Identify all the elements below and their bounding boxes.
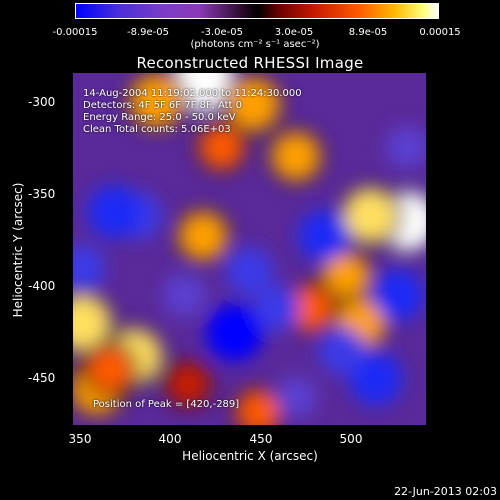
plot-area: 14-Aug-2004 11:19:02.000 to 11:24:30.000…	[73, 73, 426, 425]
heatmap-source-positive	[180, 213, 226, 259]
colorbar-tick: -0.00015	[52, 27, 98, 38]
y-tick-label: -450	[28, 371, 56, 385]
colorbar-tick: 0.00015	[419, 27, 461, 38]
heatmap-source-positive	[201, 126, 243, 168]
time-range-label: 14-Aug-2004 11:19:02.000 to 11:24:30.000	[83, 88, 302, 99]
heatmap-source-positive	[273, 133, 319, 179]
x-tick-label: 400	[158, 432, 182, 446]
colorbar	[75, 3, 439, 19]
heatmap-source-negative	[372, 269, 424, 322]
energy-range-label: Energy Range: 25.0 - 50.0 keV	[83, 112, 236, 123]
heatmap-source-positive	[168, 364, 208, 404]
detectors-label: Detectors: 4F 5F 6F 7F 8F, Att 0	[83, 100, 243, 111]
heatmap-source-positive	[289, 286, 333, 330]
colorbar-tick: -8.9e-05	[127, 27, 169, 38]
heatmap-source-positive	[73, 296, 110, 350]
heatmap-source-negative	[254, 285, 300, 331]
heatmap-source-positive	[131, 76, 182, 126]
x-tick-label: 500	[339, 432, 363, 446]
heatmap-source-negative	[318, 327, 366, 375]
heatmap-source-positive	[323, 254, 369, 300]
colorbar-units: (photons cm⁻² s⁻¹ asec⁻²)	[190, 39, 320, 50]
x-tick-label: 450	[249, 432, 273, 446]
heatmap-source-negative	[298, 210, 350, 262]
y-tick-label: -300	[28, 95, 56, 109]
y-tick-label: -400	[28, 279, 56, 293]
colorbar-tick: -3.0e-05	[201, 27, 243, 38]
colorbar-tick: 8.9e-05	[348, 27, 388, 38]
y-axis-label: Heliocentric Y (arcsec)	[11, 182, 25, 318]
render-timestamp: 22-Jun-2013 02:03	[394, 485, 497, 498]
heatmap-image	[73, 73, 426, 425]
heatmap-source-negative	[385, 125, 426, 169]
heatmap-source-negative	[163, 273, 206, 317]
colorbar-tick: 3.0e-05	[274, 27, 314, 38]
heatmap-source-positive	[228, 79, 278, 130]
peak-position-label: Position of Peak = [420,-289]	[93, 399, 240, 410]
heatmap-source-negative	[349, 351, 403, 406]
heatmap-source-positive	[238, 391, 280, 425]
heatmap-source-negative	[73, 244, 105, 291]
x-tick-label: 350	[68, 432, 92, 446]
heatmap-source-negative	[225, 247, 274, 295]
y-tick-label: -350	[28, 187, 56, 201]
heatmap-source-negative	[87, 185, 141, 239]
heatmap-source-negative	[275, 376, 317, 418]
heatmap-source-positive	[344, 189, 396, 242]
chart-title: Reconstructed RHESSI Image	[136, 54, 364, 72]
heatmap-source-negative	[205, 303, 264, 362]
counts-label: Clean Total counts: 5.06E+03	[83, 124, 231, 135]
heatmap-source-positive	[88, 347, 132, 391]
x-axis-label: Heliocentric X (arcsec)	[182, 449, 318, 463]
